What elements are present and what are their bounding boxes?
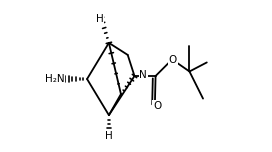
Text: N: N [140, 70, 147, 80]
Text: H₂N: H₂N [45, 74, 64, 84]
Text: O: O [169, 55, 177, 65]
Text: O: O [153, 101, 161, 111]
Text: H: H [96, 14, 103, 24]
Text: H: H [105, 131, 113, 141]
